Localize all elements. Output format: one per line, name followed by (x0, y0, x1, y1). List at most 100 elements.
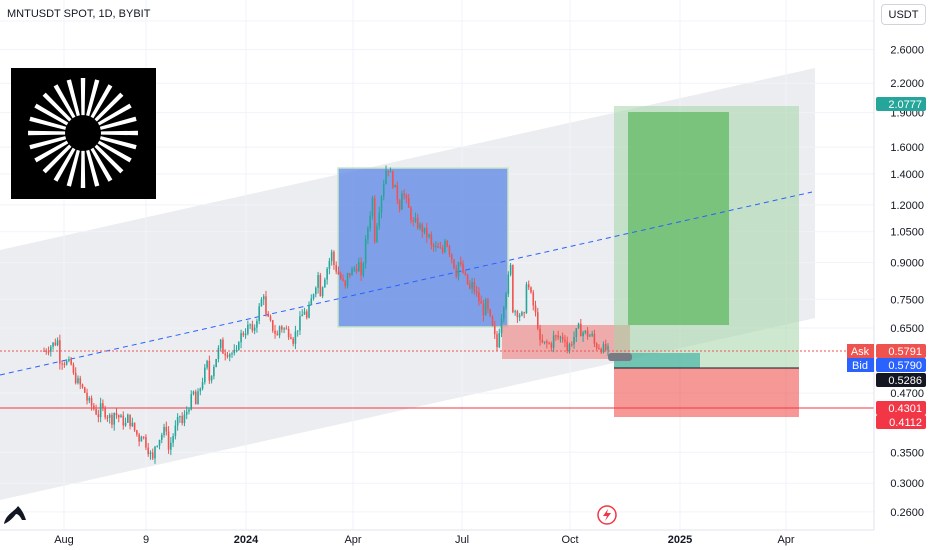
candle-body (450, 254, 453, 260)
candle-body (570, 344, 573, 346)
price-tick-label: 0.6500 (890, 323, 924, 335)
candle-body (326, 268, 328, 280)
candle-body (550, 343, 553, 348)
candle-body (226, 355, 229, 357)
candle-body (265, 296, 267, 314)
consolidation-box (337, 167, 509, 328)
position-handle[interactable] (608, 353, 632, 361)
candle-body (204, 367, 206, 383)
lightning-icon[interactable] (597, 505, 617, 525)
logo-ray (34, 140, 69, 163)
candle-body (131, 422, 134, 427)
candle-body (392, 171, 394, 188)
candle-body (129, 414, 131, 427)
candle-body (435, 246, 437, 248)
candle-body (240, 333, 242, 343)
candle-body (575, 328, 578, 337)
candle-body (127, 414, 129, 423)
candle-body (355, 268, 358, 272)
candle-body (199, 388, 202, 392)
candle-body (367, 228, 369, 240)
candle-body (172, 436, 174, 443)
candle-body (509, 265, 512, 275)
candle-body (344, 280, 347, 287)
price-label-value: 0.5791 (888, 346, 922, 358)
candle-body (425, 227, 428, 237)
candle-body (595, 343, 598, 348)
candle-body (414, 217, 417, 222)
tradingview-logo-icon[interactable] (4, 506, 26, 524)
candle-body (382, 183, 385, 197)
candle-body (580, 323, 582, 337)
price-tick-label: 1.6000 (890, 142, 924, 154)
candle-body (536, 312, 539, 329)
time-axis[interactable]: Aug 9 2024 Apr Jul Oct 2025 Apr (54, 534, 795, 546)
candle-body (192, 391, 195, 395)
price-label-badge (876, 97, 926, 111)
candle-body (462, 264, 464, 273)
candle-body (217, 347, 220, 360)
price-axis[interactable] (874, 0, 932, 530)
candle-body (543, 341, 546, 343)
candle-body (156, 445, 159, 447)
candle-body (269, 316, 272, 321)
candle-body (70, 358, 72, 365)
candle-body (99, 403, 102, 418)
candle-body (559, 336, 562, 338)
candle-body (310, 298, 313, 305)
price-tag-text: Bid (852, 360, 868, 372)
candle-body (600, 348, 603, 353)
candle-body (514, 311, 516, 313)
candle-body (181, 416, 183, 424)
candle-body (412, 220, 415, 222)
logo-ray (90, 147, 113, 182)
candle-body (235, 349, 238, 351)
candle-body (305, 311, 308, 318)
candle-body (249, 324, 251, 326)
logo-ray (42, 144, 72, 174)
candle-body (378, 212, 381, 227)
candle-body (65, 360, 68, 365)
candle-body (432, 244, 435, 247)
candle-body (530, 287, 532, 293)
price-label-value: 0.4301 (888, 403, 922, 415)
candle-body (222, 339, 224, 354)
logo-ray (100, 130, 138, 136)
candle-body (407, 198, 410, 208)
price-tick-label: 2.2000 (890, 78, 924, 90)
candle-body (93, 405, 95, 410)
logo-ray (99, 116, 137, 130)
candle-body (147, 447, 149, 455)
candle-body (496, 334, 498, 348)
candle-body (589, 335, 591, 337)
candle-body (548, 343, 550, 345)
candle-body (122, 415, 125, 426)
candle-body (301, 314, 304, 317)
candle-body (493, 325, 496, 335)
logo-ray (97, 103, 132, 126)
candle-body (312, 294, 315, 299)
candle-body (564, 339, 566, 342)
candle-body (251, 324, 254, 331)
candle-body (369, 215, 371, 229)
candle-body (165, 426, 168, 432)
candle-body (552, 335, 555, 348)
candle-body (49, 346, 52, 352)
symbol-title: MNTUSDT SPOT, 1D, BYBIT (7, 8, 151, 20)
candle-body (466, 274, 469, 285)
price-tick-label: 2.6000 (890, 45, 924, 57)
candle-body (546, 341, 548, 344)
currency-selector-button[interactable]: USDT (881, 4, 926, 25)
logo-ray (86, 79, 100, 117)
candle-body (521, 312, 523, 316)
time-tick-label: Oct (561, 534, 578, 546)
candle-body (102, 403, 104, 408)
candle-body (83, 387, 86, 393)
candle-body (401, 193, 403, 210)
candle-body (568, 344, 571, 351)
candle-body (228, 354, 231, 357)
candle-body (267, 313, 270, 317)
candle-body (174, 425, 177, 437)
candle-body (190, 394, 193, 410)
